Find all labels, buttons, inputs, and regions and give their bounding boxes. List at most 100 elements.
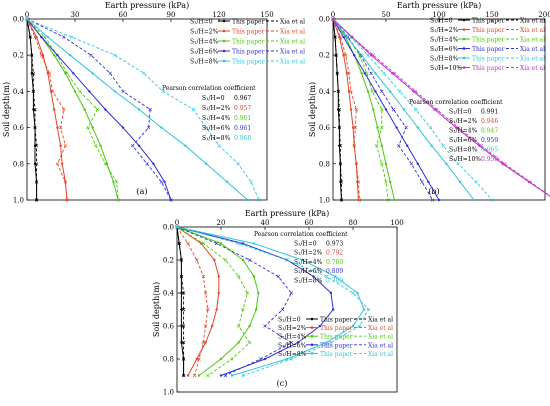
data-point-xia — [354, 107, 359, 112]
y-tick-label: 1.0 — [163, 389, 174, 397]
data-point-xia — [430, 198, 435, 202]
data-point-xia — [479, 143, 484, 148]
data-point-xia — [206, 373, 210, 378]
legend-marker-this-paper — [222, 39, 226, 43]
legend-marker-this-paper — [310, 343, 314, 347]
data-point-this-paper — [389, 180, 392, 184]
legend-label-this-paper: This paper — [320, 351, 353, 358]
data-point-xia — [191, 107, 196, 112]
data-point-this-paper — [391, 72, 394, 75]
legend-label-xia: Xia et al — [280, 49, 305, 56]
legend-marker-this-paper — [310, 334, 314, 338]
legend-series-name: S₁/H=10% — [430, 65, 462, 72]
legend-marker-this-paper — [222, 59, 226, 63]
correlation-label: S₁/H=10% — [449, 156, 481, 163]
data-point-this-paper — [342, 54, 345, 57]
data-point-xia — [108, 71, 112, 76]
data-point-xia — [247, 340, 252, 345]
data-point-this-paper — [380, 144, 383, 147]
y-tick-label: 1.0 — [319, 197, 330, 205]
data-point-this-paper — [412, 90, 415, 93]
data-point-xia — [380, 89, 384, 94]
plot-frame — [26, 18, 268, 201]
y-tick-label: 0.0 — [163, 224, 174, 232]
data-point-this-paper — [230, 374, 234, 377]
data-point-xia — [335, 71, 339, 76]
legend-marker-this-paper — [222, 19, 226, 23]
data-point-xia — [142, 71, 146, 76]
series-line-xia — [176, 226, 251, 376]
data-point-this-paper — [360, 72, 363, 75]
data-point-this-paper — [211, 324, 214, 328]
data-point-xia — [28, 35, 32, 39]
data-point-xia — [241, 307, 245, 312]
data-point-xia — [175, 225, 179, 229]
y-tick-label: 0.4 — [13, 88, 25, 96]
legend-marker-this-paper — [462, 66, 466, 69]
data-point-xia — [441, 143, 445, 148]
plot-frame — [176, 226, 398, 393]
data-point-xia — [33, 107, 37, 112]
series-line-xia — [176, 226, 369, 376]
data-point-xia — [203, 291, 208, 295]
data-point-xia — [474, 180, 478, 184]
data-point-xia — [285, 258, 289, 262]
series-line-xia — [332, 18, 389, 201]
data-point-xia — [116, 198, 120, 202]
correlation-label: S₁/H=4% — [449, 128, 478, 135]
data-point-xia — [214, 241, 219, 246]
data-point-xia — [181, 324, 186, 328]
legend-series-name: S₁/H=4% — [430, 37, 459, 44]
data-point-this-paper — [416, 162, 419, 165]
legend-series-name: S₁/H=0 — [278, 317, 301, 324]
data-point-this-paper — [353, 54, 356, 57]
data-point-this-paper — [329, 291, 333, 295]
x-tick-label: 150 — [260, 11, 273, 19]
data-point-xia — [94, 143, 98, 148]
data-point-xia — [63, 180, 68, 184]
data-point-xia — [382, 71, 386, 76]
data-point-xia — [397, 143, 401, 148]
data-point-this-paper — [263, 357, 267, 361]
data-point-xia — [289, 340, 294, 345]
data-point-this-paper — [345, 72, 348, 75]
data-point-xia — [339, 198, 344, 202]
data-point-this-paper — [427, 180, 430, 184]
data-point-xia — [249, 180, 253, 184]
legend-series-name: S₁/H=0 — [190, 19, 213, 26]
legend: S₁/H=0 This paper Xia et al S₁/H=2% This pap… — [430, 18, 545, 73]
data-point-this-paper — [163, 180, 166, 184]
data-point-xia — [236, 274, 241, 279]
data-point-xia — [197, 357, 201, 361]
x-tick-label: 120 — [212, 11, 225, 19]
legend-label-xia: Xia et al — [280, 59, 305, 66]
data-point-xia — [258, 357, 263, 361]
y-tick-label: 0.6 — [163, 323, 175, 331]
legend-marker-this-paper — [310, 352, 314, 355]
data-point-xia — [39, 53, 44, 57]
data-point-this-paper — [351, 324, 355, 328]
data-point-xia — [86, 125, 90, 130]
correlation-value: 0.947 — [481, 128, 498, 135]
data-point-this-paper — [376, 126, 379, 129]
data-point-this-paper — [184, 144, 187, 147]
data-point-xia — [130, 143, 135, 148]
correlation-label: S₁/H=8% — [202, 135, 231, 142]
x-tick-label: 20 — [217, 219, 226, 227]
data-point-this-paper — [186, 374, 190, 377]
y-axis-title: Soil depth(m) — [308, 82, 317, 137]
legend-label-xia: Xia et al — [520, 27, 545, 34]
data-point-xia — [169, 198, 173, 202]
x-tick-label: 60 — [305, 219, 314, 227]
y-tick-label: 0.4 — [319, 88, 331, 96]
legend-series-name: S₁/H=8% — [430, 56, 459, 63]
data-point-xia — [25, 17, 29, 21]
data-point-this-paper — [88, 90, 91, 93]
data-point-this-paper — [395, 126, 398, 129]
data-point-xia — [179, 258, 184, 262]
data-point-this-paper — [501, 162, 504, 165]
data-point-xia — [236, 241, 241, 246]
data-point-xia — [324, 274, 329, 279]
data-point-xia — [336, 89, 341, 94]
x-tick-label: 50 — [382, 11, 391, 19]
